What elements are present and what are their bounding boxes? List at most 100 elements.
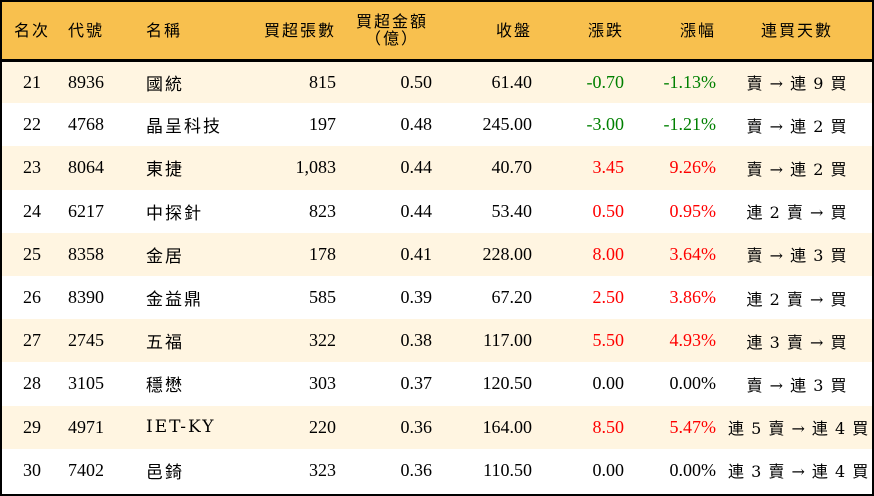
cell-rank: 22: [23, 114, 41, 135]
cell-name: 晶呈科技: [146, 117, 222, 138]
cell-change: 0.00: [592, 373, 625, 394]
cell-name: 中探針: [146, 203, 203, 224]
cell-consecutive-days: 連 5 賣 → 連 4 買: [728, 419, 870, 439]
cell-close: 117.00: [483, 330, 532, 351]
cell-consecutive-days: 賣 → 連 3 買: [746, 246, 848, 266]
cell-change-pct: 0.00%: [669, 373, 717, 394]
cell-close: 228.00: [482, 243, 533, 264]
table-row: 28 3105 穩懋 303 0.37 120.50 0.00 0.00% 賣 …: [2, 362, 872, 406]
cell-net-buy-lots: 197: [309, 114, 336, 135]
cell-change: -0.70: [586, 71, 625, 92]
cell-change-pct: 3.86%: [669, 287, 717, 308]
cell-change: 0.00: [592, 459, 625, 480]
table-row: 25 8358 金居 178 0.41 228.00 8.00 3.64% 賣 …: [2, 232, 872, 276]
col-header-consecutive-days: 連買天數: [722, 2, 872, 62]
cell-consecutive-days: 賣 → 連 2 買: [746, 116, 848, 136]
table-row: 22 4768 晶呈科技 197 0.48 245.00 -3.00 -1.21…: [2, 103, 872, 147]
cell-close: 61.40: [491, 71, 533, 92]
cell-net-buy-amount: 0.39: [400, 287, 433, 308]
header-row: 名次 代號 名稱 買超張數 買超金額 （億） 收盤 漲跌 漲幅 連買天數: [2, 2, 872, 62]
cell-net-buy-amount: 0.41: [400, 243, 433, 264]
cell-net-buy-amount: 0.44: [400, 157, 433, 178]
cell-net-buy-amount: 0.50: [400, 71, 433, 92]
cell-rank: 30: [23, 459, 41, 480]
cell-code: 4971: [68, 416, 104, 437]
cell-name: 穩懋: [146, 376, 184, 397]
cell-name: 金益鼎: [146, 290, 203, 311]
cell-change-pct: -1.13%: [663, 71, 717, 92]
cell-consecutive-days: 賣 → 連 3 買: [746, 375, 848, 395]
col-header-close: 收盤: [442, 2, 538, 62]
cell-consecutive-days: 連 2 賣 → 買: [746, 203, 848, 223]
cell-rank: 23: [23, 157, 41, 178]
cell-rank: 28: [23, 373, 41, 394]
cell-change-pct: 0.95%: [669, 200, 717, 221]
table-body: 21 8936 國統 815 0.50 61.40 -0.70 -1.13% 賣…: [2, 60, 872, 492]
col-header-code: 代號: [62, 2, 132, 62]
cell-code: 8064: [68, 157, 104, 178]
cell-change: 5.50: [592, 330, 625, 351]
cell-code: 4768: [68, 114, 104, 135]
table-header: 名次 代號 名稱 買超張數 買超金額 （億） 收盤 漲跌 漲幅 連買天數: [2, 2, 872, 62]
col-header-change: 漲跌: [538, 2, 630, 62]
cell-change: 2.50: [592, 287, 625, 308]
cell-net-buy-amount: 0.36: [400, 459, 433, 480]
cell-rank: 26: [23, 287, 41, 308]
col-header-net-buy-amount-unit: （億）: [364, 29, 419, 49]
cell-net-buy-lots: 585: [309, 287, 336, 308]
cell-name: 東捷: [146, 160, 184, 181]
cell-consecutive-days: 連 3 賣 → 連 4 買: [728, 462, 870, 482]
cell-change: 0.50: [592, 200, 625, 221]
cell-close: 110.50: [483, 459, 532, 480]
table-row: 26 8390 金益鼎 585 0.39 67.20 2.50 3.86% 連 …: [2, 275, 872, 320]
table-row: 23 8064 東捷 1,083 0.44 40.70 3.45 9.26% 賣…: [2, 146, 872, 190]
col-header-change-pct: 漲幅: [630, 2, 722, 62]
cell-close: 164.00: [482, 416, 533, 437]
cell-net-buy-lots: 1,083: [295, 157, 337, 178]
cell-rank: 24: [23, 200, 41, 221]
cell-net-buy-amount: 0.37: [400, 373, 433, 394]
cell-consecutive-days: 連 2 賣 → 買: [746, 289, 848, 309]
cell-net-buy-lots: 823: [309, 200, 336, 221]
cell-change-pct: 0.00%: [669, 459, 717, 480]
col-header-net-buy-amount: 買超金額 （億）: [342, 2, 442, 62]
cell-name: IET-KY: [146, 417, 216, 438]
cell-name: 國統: [146, 74, 184, 95]
cell-close: 120.50: [482, 373, 533, 394]
cell-change: 3.45: [592, 157, 625, 178]
cell-code: 7402: [68, 459, 104, 480]
cell-code: 3105: [68, 373, 104, 394]
cell-close: 245.00: [482, 114, 533, 135]
cell-net-buy-amount: 0.44: [400, 200, 433, 221]
table-row: 29 4971 IET-KY 220 0.36 164.00 8.50 5.47…: [2, 405, 872, 449]
cell-net-buy-lots: 178: [309, 243, 336, 264]
cell-change-pct: 4.93%: [669, 330, 717, 351]
cell-name: 五福: [146, 333, 184, 354]
cell-code: 8358: [68, 243, 104, 264]
cell-change-pct: 5.47%: [669, 416, 717, 437]
cell-consecutive-days: 連 3 賣 → 買: [746, 332, 848, 352]
cell-rank: 21: [23, 71, 41, 92]
table-row: 24 6217 中探針 823 0.44 53.40 0.50 0.95% 連 …: [2, 189, 872, 233]
cell-net-buy-amount: 0.36: [400, 416, 433, 437]
table-row: 27 2745 五福 322 0.38 117.00 5.50 4.93% 連 …: [2, 319, 872, 363]
cell-net-buy-lots: 220: [309, 416, 336, 437]
cell-code: 6217: [68, 200, 104, 221]
cell-net-buy-lots: 323: [309, 459, 336, 480]
cell-name: 邑錡: [146, 462, 184, 483]
cell-consecutive-days: 賣 → 連 9 買: [746, 74, 848, 94]
cell-code: 8936: [68, 71, 104, 92]
col-header-net-buy-amount-line1: 買超金額: [355, 12, 428, 32]
table-row: 30 7402 邑錡 323 0.36 110.50 0.00 0.00% 連 …: [2, 448, 872, 492]
cell-close: 40.70: [491, 157, 533, 178]
cell-change-pct: -1.21%: [663, 114, 717, 135]
cell-code: 2745: [68, 330, 104, 351]
cell-rank: 25: [23, 243, 41, 264]
cell-close: 53.40: [491, 200, 533, 221]
cell-close: 67.20: [491, 287, 533, 308]
cell-net-buy-amount: 0.38: [400, 330, 433, 351]
cell-code: 8390: [68, 287, 104, 308]
cell-net-buy-lots: 303: [309, 373, 336, 394]
